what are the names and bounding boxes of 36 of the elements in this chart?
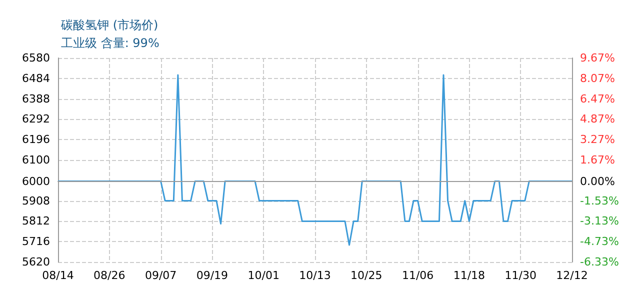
x-tick-label: 10/25 [350,269,382,282]
line-series [57,74,573,246]
y2-tick-label: 8.07% [580,72,615,85]
y-tick-label: 6000 [22,174,50,188]
y2-tick-label: 1.67% [580,154,615,166]
y2-tick-label: 4.87% [580,112,615,126]
y-tick-label: 6388 [22,92,50,106]
y2-tick-label: 3.27% [580,133,615,146]
x-tick-label: 11/30 [504,269,536,282]
y-tick-label: 5620 [22,256,50,268]
x-tick-label: 11/06 [402,269,434,282]
y-tick-label: 6292 [22,112,50,126]
x-tick-label: 12/12 [556,269,588,282]
x-tick-label: 08/14 [42,269,74,282]
y2-tick-label: -1.53% [580,194,619,208]
x-tick-label: 10/13 [299,269,331,282]
y-tick-label: 5908 [22,194,50,208]
y2-tick-label: -6.33% [580,256,619,268]
y-tick-label: 5812 [22,214,50,228]
x-tick-label: 08/26 [94,269,126,282]
y2-tick-label: -4.73% [580,235,619,248]
x-tick-label: 09/07 [144,269,177,282]
y-tick-label: 6580 [22,52,50,64]
y2-tick-label: 9.67% [580,52,615,64]
y2-tick-label: 6.47% [580,92,615,106]
x-tick-label: 10/01 [248,269,280,282]
y-tick-label: 5716 [22,235,50,248]
x-tick-label: 11/18 [453,269,486,282]
y-tick-label: 6484 [22,72,50,85]
chart-subtitle: 工业级 含量: 99% [61,36,160,50]
y-tick-label: 6100 [22,154,50,166]
y2-tick-label: 0.00% [580,174,615,188]
x-tick-label: 09/19 [196,269,228,282]
chart-title: 碳酸氢钾 (市场价) [60,18,158,32]
y2-tick-label: -3.13% [580,214,619,228]
y-tick-label: 6196 [22,133,50,146]
